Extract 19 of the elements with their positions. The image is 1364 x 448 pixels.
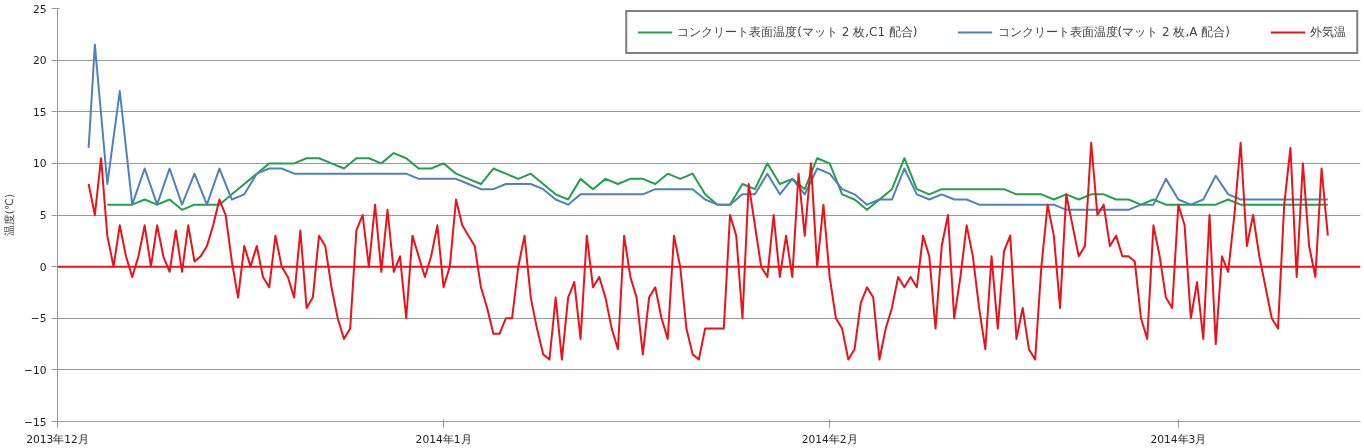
line-series — [87, 43, 1329, 211]
y-tick-label: 25 — [32, 2, 47, 16]
x-tick-label: 2014年3月 — [1150, 432, 1207, 446]
y-tick-label: 10 — [32, 157, 47, 171]
y-tick-label: −5 — [30, 312, 47, 326]
legend-label: コンクリート表面温度(マット 2 枚,A 配合) — [997, 23, 1230, 41]
y-tick-label: 5 — [39, 209, 47, 222]
legend-label: コンクリート表面温度(マット 2 枚,C1 配合) — [677, 23, 918, 41]
y-tick-label: 0 — [39, 260, 47, 274]
line-series — [106, 152, 1329, 211]
legend-label: 外気温 — [1310, 23, 1346, 41]
y-tick-label: 20 — [32, 54, 47, 68]
y-axis-title: 温度(℃) — [3, 193, 17, 237]
x-tick-label: 2013年12月 — [26, 432, 89, 446]
x-tick-label: 2014年2月 — [801, 432, 858, 446]
y-tick-label: −15 — [24, 415, 47, 429]
x-tick-label: 2014年1月 — [415, 432, 472, 446]
y-tick-label: 15 — [32, 105, 47, 119]
y-tick-label: −10 — [24, 363, 47, 377]
